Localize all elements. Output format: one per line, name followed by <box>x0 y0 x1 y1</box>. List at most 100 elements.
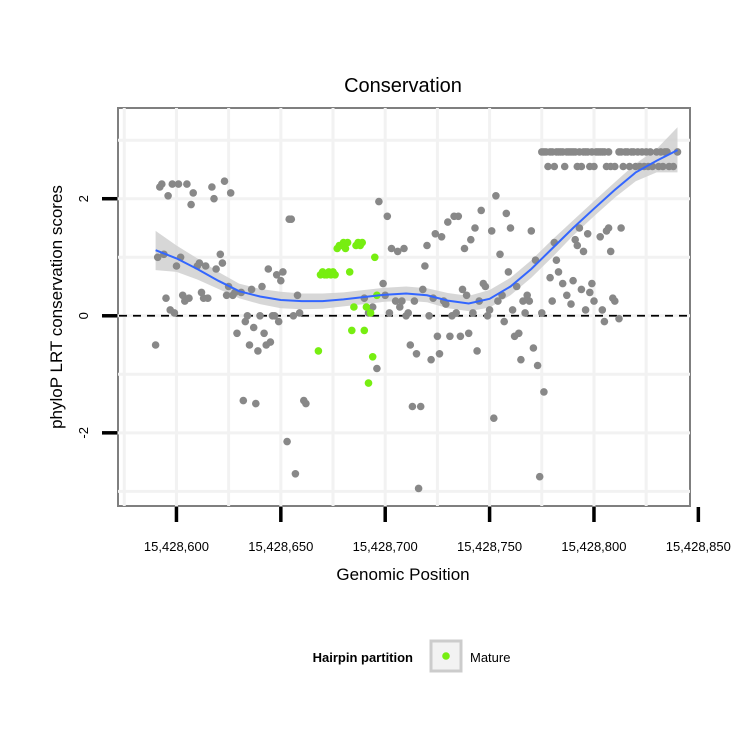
other-point <box>272 271 281 279</box>
other-point <box>598 306 607 314</box>
other-point <box>538 309 546 317</box>
legend-label-mature: Mature <box>470 650 510 665</box>
other-point <box>558 279 567 288</box>
other-point <box>187 200 195 209</box>
other-point <box>226 189 235 197</box>
other-point <box>581 306 590 314</box>
other-point <box>596 233 604 241</box>
other-point <box>483 312 492 320</box>
other-point <box>252 399 260 408</box>
other-point <box>279 268 287 276</box>
other-point <box>615 314 623 323</box>
other-point <box>467 235 475 244</box>
other-point <box>571 235 579 244</box>
other-point <box>396 303 404 311</box>
other-point <box>554 268 563 276</box>
other-point <box>669 162 678 171</box>
other-point <box>586 288 594 297</box>
other-point <box>533 361 542 370</box>
other-point <box>617 224 625 232</box>
other-point <box>492 192 500 200</box>
mature-point <box>360 326 369 335</box>
other-point <box>546 273 554 282</box>
other-point <box>573 241 582 250</box>
other-point <box>462 291 471 300</box>
other-point <box>391 297 400 305</box>
other-point <box>373 364 381 373</box>
other-point <box>383 212 392 221</box>
other-point <box>247 285 256 294</box>
other-point <box>548 297 556 305</box>
other-point <box>611 297 619 305</box>
other-point <box>504 268 513 276</box>
other-point <box>400 244 408 253</box>
other-point <box>195 259 204 267</box>
other-point <box>494 297 502 305</box>
y-axis-title: phyloP LRT conservation scores <box>47 185 66 429</box>
other-point <box>220 177 229 185</box>
other-point <box>170 309 179 317</box>
other-point <box>398 297 406 305</box>
other-point <box>604 148 613 156</box>
other-point <box>274 317 283 326</box>
y-tick-label: 0 <box>76 312 91 319</box>
other-point <box>527 227 536 235</box>
x-axis-title: Genomic Position <box>336 565 469 584</box>
other-point <box>201 262 210 270</box>
other-point <box>183 180 191 188</box>
other-point <box>264 265 273 273</box>
other-point <box>473 347 481 355</box>
other-point <box>496 250 504 259</box>
other-point <box>519 297 527 305</box>
other-point <box>423 241 431 250</box>
other-point <box>552 256 561 265</box>
legend: Hairpin partition Mature <box>313 639 510 673</box>
other-point <box>241 317 250 326</box>
other-point <box>289 312 298 320</box>
other-point <box>243 312 252 320</box>
other-point <box>164 192 172 200</box>
other-point <box>512 282 521 291</box>
other-point <box>502 209 511 218</box>
points-mature <box>314 238 381 387</box>
other-point <box>625 162 634 171</box>
other-point <box>431 230 440 238</box>
other-point <box>168 180 177 188</box>
points-other <box>151 148 682 493</box>
other-point <box>600 317 609 326</box>
other-point <box>525 297 534 305</box>
other-point <box>481 282 490 291</box>
other-point <box>485 306 494 314</box>
other-point <box>477 206 486 215</box>
other-point <box>517 355 525 364</box>
other-point <box>245 341 254 349</box>
other-point <box>588 279 596 288</box>
other-point <box>446 332 454 341</box>
other-point <box>419 285 427 294</box>
other-point <box>540 388 548 396</box>
other-point <box>458 285 467 294</box>
x-tick-label: 15,428,700 <box>353 539 418 554</box>
other-point <box>408 402 417 411</box>
mature-point <box>371 253 379 262</box>
legend-title: Hairpin partition <box>313 650 413 665</box>
other-point <box>185 294 193 303</box>
x-tick-label: 15,428,650 <box>248 539 313 554</box>
x-tick-label: 15,428,750 <box>457 539 522 554</box>
other-point <box>277 276 285 285</box>
other-point <box>529 344 538 352</box>
other-point <box>606 247 615 256</box>
other-point <box>404 309 413 317</box>
other-point <box>385 309 394 317</box>
mature-point <box>345 268 354 276</box>
mature-point <box>331 271 339 279</box>
other-point <box>153 253 162 262</box>
other-point <box>410 297 419 305</box>
other-point <box>569 276 577 285</box>
y-tick-label: -2 <box>76 427 91 439</box>
other-point <box>433 332 442 341</box>
other-point <box>456 332 465 341</box>
other-point <box>508 306 517 314</box>
x-tick-label: 15,428,800 <box>561 539 626 554</box>
